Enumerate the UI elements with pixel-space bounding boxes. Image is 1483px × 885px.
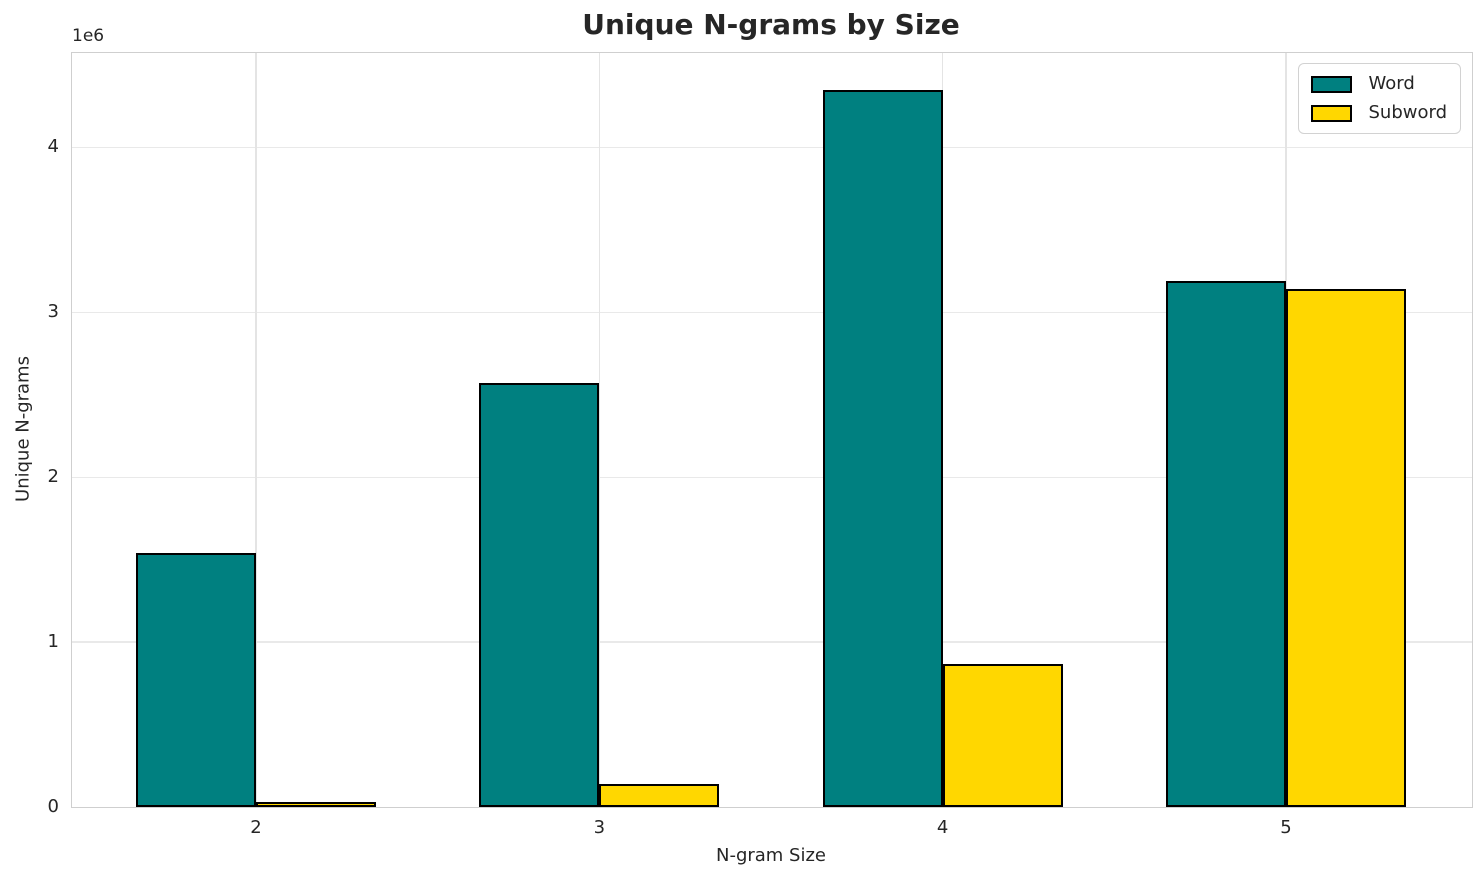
- bar-word-5: [1166, 281, 1286, 807]
- chart-title: Unique N-grams by Size: [582, 8, 960, 41]
- bar-subword-5: [1286, 289, 1406, 807]
- x-axis-label: N-gram Size: [715, 845, 827, 866]
- y-tick-label: 3: [47, 301, 59, 323]
- y-tick-label: 2: [47, 466, 59, 488]
- x-tick-label: 3: [593, 817, 606, 838]
- bar-word-4: [822, 89, 943, 807]
- bar-subword-4: [942, 663, 1063, 807]
- legend-item-word: Word: [1311, 73, 1447, 95]
- legend: Word Subword: [1298, 63, 1461, 134]
- x-tick-label: 4: [936, 817, 949, 838]
- legend-item-subword: Subword: [1311, 102, 1447, 124]
- y-tick-label: 1: [47, 631, 59, 653]
- bar-subword-3: [599, 783, 720, 807]
- bar-subword-2: [256, 802, 376, 807]
- y-axis-offset-text: 1e6: [72, 26, 105, 46]
- y-tick-label: 0: [47, 796, 59, 817]
- x-tick-label: 5: [1280, 817, 1292, 838]
- legend-swatch-word: [1311, 75, 1353, 93]
- legend-label: Subword: [1368, 102, 1447, 123]
- x-gridline: [598, 53, 601, 807]
- bar-word-3: [479, 383, 600, 807]
- y-axis-label: Unique N-grams: [12, 356, 34, 502]
- x-tick-label: 2: [250, 817, 262, 838]
- legend-label: Word: [1368, 73, 1415, 94]
- y-gridline: [72, 641, 1472, 643]
- plot-area: Word Subword 0 1 2 3 4 2 3 4 5: [48, 52, 1473, 838]
- y-gridline: [72, 146, 1472, 149]
- x-gridline: [941, 53, 944, 807]
- y-tick-label: 4: [47, 136, 59, 158]
- y-gridline: [72, 476, 1472, 478]
- x-gridline: [255, 53, 257, 807]
- bar-word-2: [136, 553, 256, 807]
- y-gridline: [72, 311, 1472, 314]
- legend-swatch-subword: [1311, 104, 1353, 122]
